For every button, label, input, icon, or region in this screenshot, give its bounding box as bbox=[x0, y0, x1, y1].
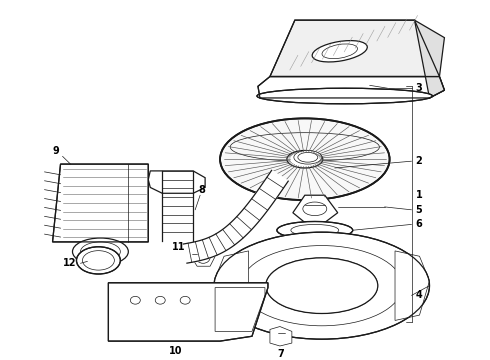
Text: 6: 6 bbox=[416, 219, 422, 229]
Text: 11: 11 bbox=[172, 242, 185, 252]
Text: 8: 8 bbox=[198, 185, 205, 195]
Polygon shape bbox=[192, 249, 215, 266]
Text: 4: 4 bbox=[416, 291, 422, 300]
Ellipse shape bbox=[73, 238, 128, 265]
Text: 1: 1 bbox=[416, 190, 422, 200]
Polygon shape bbox=[148, 171, 205, 193]
Text: 5: 5 bbox=[416, 205, 422, 215]
Polygon shape bbox=[415, 20, 444, 98]
Polygon shape bbox=[52, 164, 148, 242]
Polygon shape bbox=[395, 251, 429, 320]
Polygon shape bbox=[270, 20, 440, 77]
Polygon shape bbox=[258, 77, 444, 98]
Text: 2: 2 bbox=[416, 156, 422, 166]
Polygon shape bbox=[293, 195, 338, 222]
Text: 9: 9 bbox=[52, 147, 59, 157]
Ellipse shape bbox=[266, 258, 378, 314]
Ellipse shape bbox=[214, 232, 429, 339]
Text: 3: 3 bbox=[416, 83, 422, 93]
Ellipse shape bbox=[287, 150, 323, 168]
Ellipse shape bbox=[76, 247, 121, 274]
Ellipse shape bbox=[257, 88, 433, 104]
Ellipse shape bbox=[220, 118, 390, 200]
Text: 12: 12 bbox=[63, 258, 76, 268]
Ellipse shape bbox=[277, 221, 353, 239]
Polygon shape bbox=[183, 170, 288, 263]
Polygon shape bbox=[270, 327, 292, 346]
Ellipse shape bbox=[312, 41, 368, 62]
Polygon shape bbox=[214, 251, 248, 320]
Polygon shape bbox=[108, 283, 268, 341]
Ellipse shape bbox=[294, 150, 322, 164]
Text: 7: 7 bbox=[277, 349, 284, 359]
Text: 10: 10 bbox=[169, 346, 182, 356]
